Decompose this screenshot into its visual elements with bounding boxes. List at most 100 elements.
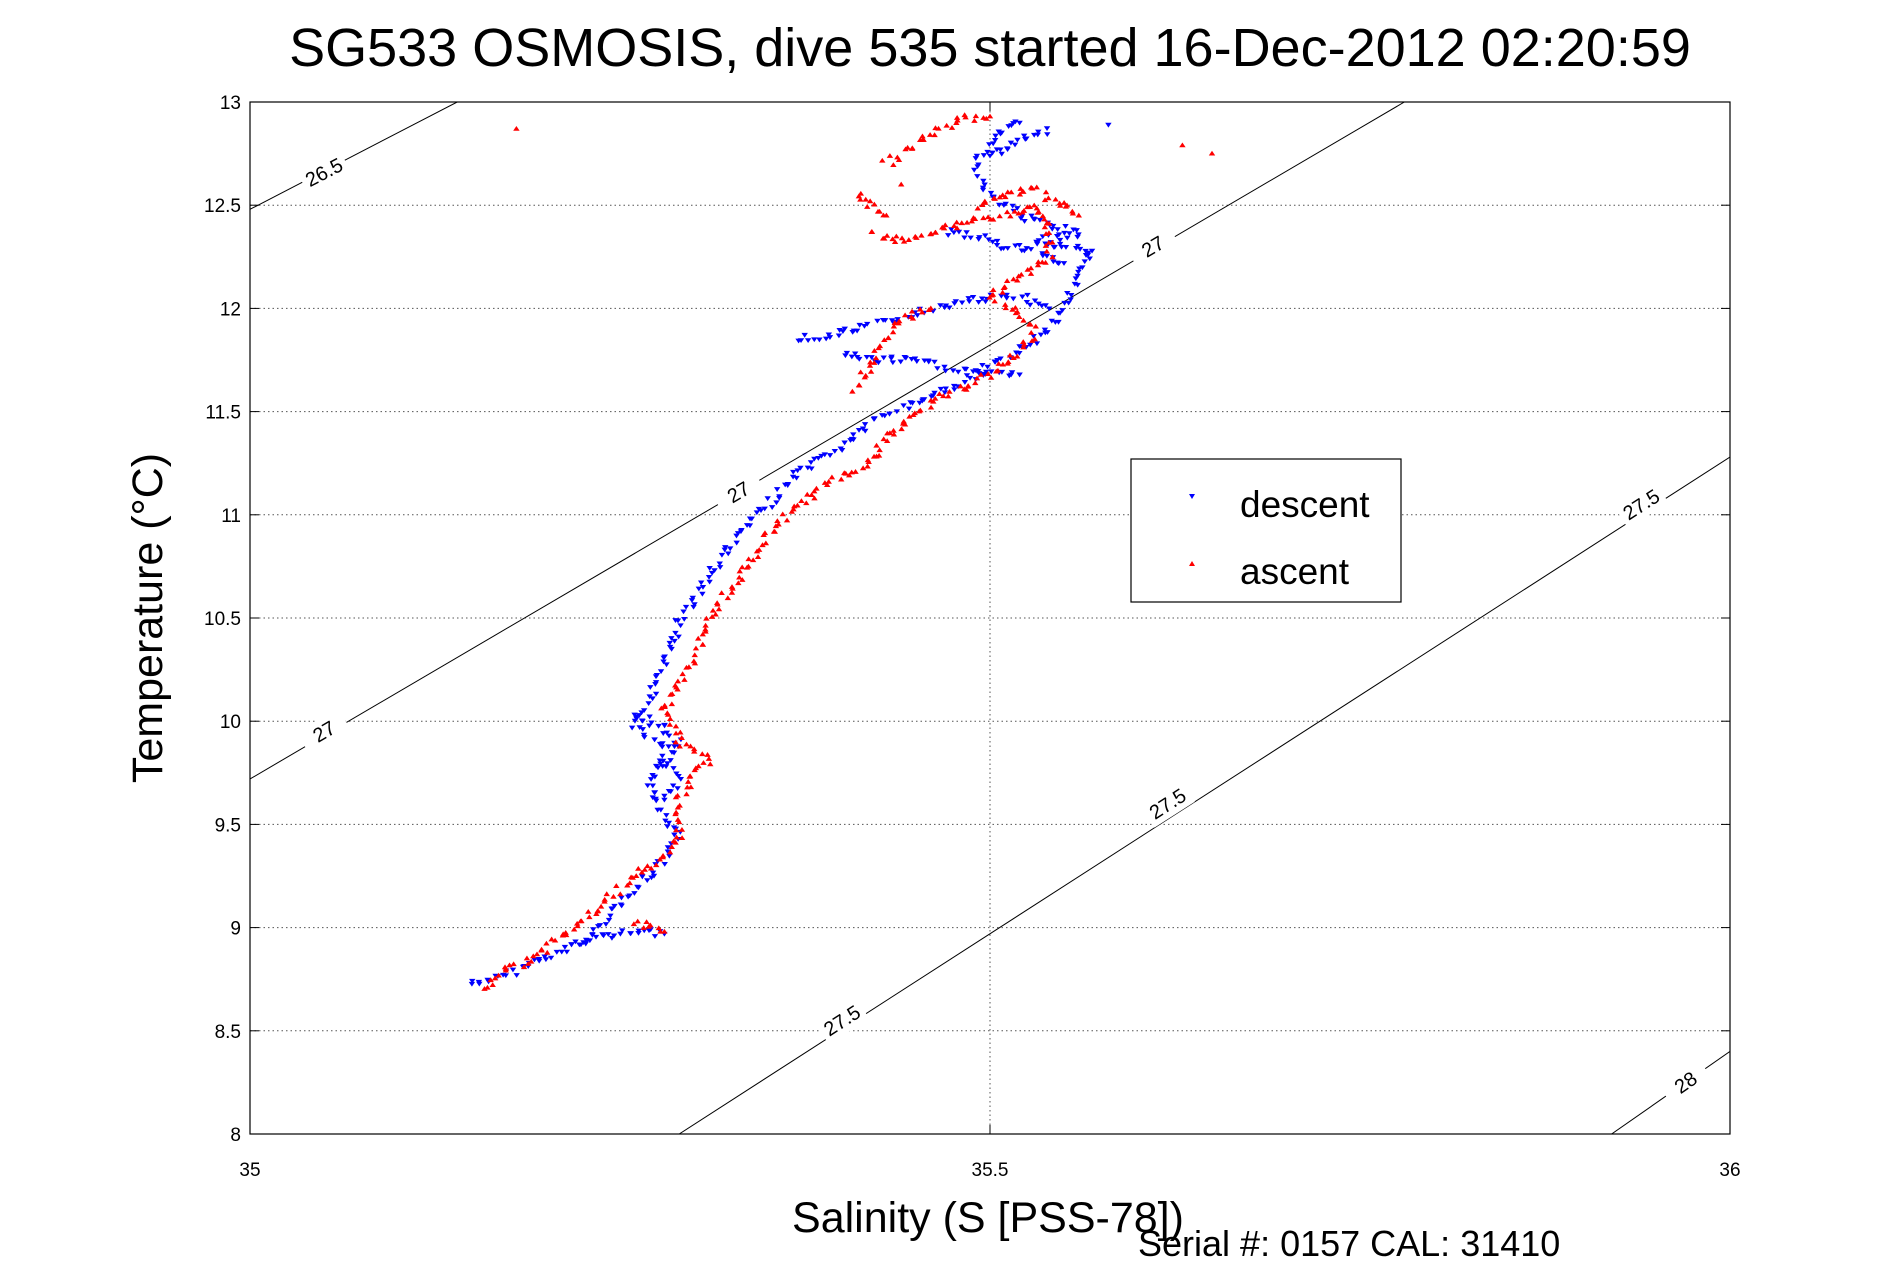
descent-point bbox=[942, 386, 949, 392]
descent-point bbox=[605, 917, 613, 923]
ascent-point bbox=[724, 595, 732, 601]
ascent-point bbox=[1000, 285, 1007, 290]
descent-point bbox=[1051, 244, 1059, 250]
ascent-point bbox=[1020, 317, 1027, 323]
ascent-point bbox=[990, 287, 997, 292]
ascent-point bbox=[994, 367, 1002, 373]
descent-point bbox=[468, 981, 476, 987]
ascent-point bbox=[904, 144, 911, 150]
descent-point bbox=[1081, 259, 1088, 265]
ascent-point bbox=[683, 741, 690, 747]
descent-point bbox=[963, 230, 970, 236]
ascent-point bbox=[686, 773, 694, 779]
ascent-point bbox=[707, 761, 714, 767]
ascent-point bbox=[968, 218, 976, 224]
descent-point bbox=[651, 790, 658, 796]
descent-point bbox=[1010, 296, 1017, 302]
descent-point bbox=[768, 505, 776, 510]
ascent-point bbox=[627, 874, 635, 880]
descent-point bbox=[888, 318, 896, 324]
ascent-point bbox=[1031, 336, 1039, 342]
descent-point bbox=[666, 640, 673, 646]
ascent-point bbox=[942, 222, 949, 228]
descent-point bbox=[1003, 295, 1010, 301]
ascent-point bbox=[995, 361, 1002, 366]
descent-point bbox=[991, 138, 999, 143]
ascent-point bbox=[872, 355, 880, 361]
ascent-point bbox=[867, 368, 875, 374]
descent-point bbox=[563, 949, 571, 955]
y-tick-label: 9.5 bbox=[215, 815, 241, 836]
ascent-point bbox=[984, 214, 992, 220]
descent-point bbox=[1027, 342, 1034, 348]
ascent-point bbox=[699, 641, 706, 647]
ascent-point bbox=[927, 230, 935, 236]
descent-point bbox=[962, 367, 970, 372]
ascent-point bbox=[647, 865, 655, 871]
descent-point bbox=[755, 506, 763, 512]
descent-point bbox=[975, 237, 982, 242]
descent-point bbox=[996, 202, 1003, 208]
descent-point bbox=[1055, 319, 1062, 325]
descent-point bbox=[969, 294, 977, 300]
descent-point bbox=[989, 239, 996, 245]
legend-descent-marker bbox=[1189, 494, 1195, 499]
descent-point bbox=[644, 783, 651, 789]
ascent-point bbox=[927, 397, 935, 403]
isopycnal-line bbox=[250, 102, 1405, 780]
ascent-point bbox=[779, 511, 786, 517]
descent-point bbox=[988, 369, 995, 375]
descent-point bbox=[633, 716, 640, 722]
descent-point bbox=[1072, 245, 1080, 251]
isopycnal-label-background bbox=[1125, 223, 1181, 270]
descent-point bbox=[594, 924, 602, 929]
descent-point bbox=[706, 579, 713, 585]
x-tick-label: 36 bbox=[1719, 1160, 1740, 1181]
ascent-point bbox=[762, 540, 770, 546]
descent-point bbox=[793, 475, 800, 481]
ascent-point bbox=[855, 382, 863, 388]
descent-point bbox=[821, 452, 828, 458]
descent-point bbox=[784, 483, 791, 488]
ascent-point bbox=[945, 393, 952, 399]
descent-point bbox=[746, 523, 754, 529]
descent-point bbox=[711, 568, 718, 574]
descent-point bbox=[816, 337, 823, 343]
ascent-point bbox=[597, 903, 605, 909]
descent-point bbox=[618, 895, 625, 901]
descent-point bbox=[902, 355, 910, 361]
descent-point bbox=[1064, 235, 1071, 241]
ascent-point bbox=[958, 220, 965, 226]
ascent-point bbox=[678, 826, 686, 832]
descent-point bbox=[992, 133, 999, 139]
ascent-point bbox=[487, 977, 494, 983]
descent-point bbox=[663, 730, 671, 736]
y-tick-label: 10.5 bbox=[204, 609, 241, 630]
ascent-point bbox=[857, 369, 864, 375]
ascent-point bbox=[871, 201, 878, 207]
descent-point bbox=[662, 764, 670, 770]
descent-point bbox=[652, 763, 660, 769]
descent-point bbox=[835, 333, 843, 339]
descent-point bbox=[1055, 310, 1062, 316]
ascent-point bbox=[530, 953, 537, 959]
ascent-point bbox=[1045, 230, 1053, 235]
ascent-point bbox=[862, 196, 869, 202]
descent-point bbox=[661, 861, 668, 867]
descent-point bbox=[636, 725, 643, 731]
descent-point bbox=[871, 416, 878, 422]
isopycnal-label-background bbox=[814, 996, 870, 1045]
descent-point bbox=[553, 949, 561, 955]
descent-point bbox=[675, 774, 682, 779]
ascent-point bbox=[617, 891, 624, 897]
ascent-point bbox=[585, 908, 592, 914]
descent-point bbox=[761, 506, 768, 512]
descent-point bbox=[691, 602, 698, 608]
descent-point bbox=[659, 744, 666, 750]
ascent-point bbox=[874, 208, 882, 214]
ascent-point bbox=[996, 213, 1003, 219]
isopycnal-label-background bbox=[296, 149, 352, 195]
ascent-point bbox=[918, 309, 926, 315]
descent-point bbox=[1027, 247, 1035, 252]
descent-point bbox=[1031, 298, 1039, 304]
